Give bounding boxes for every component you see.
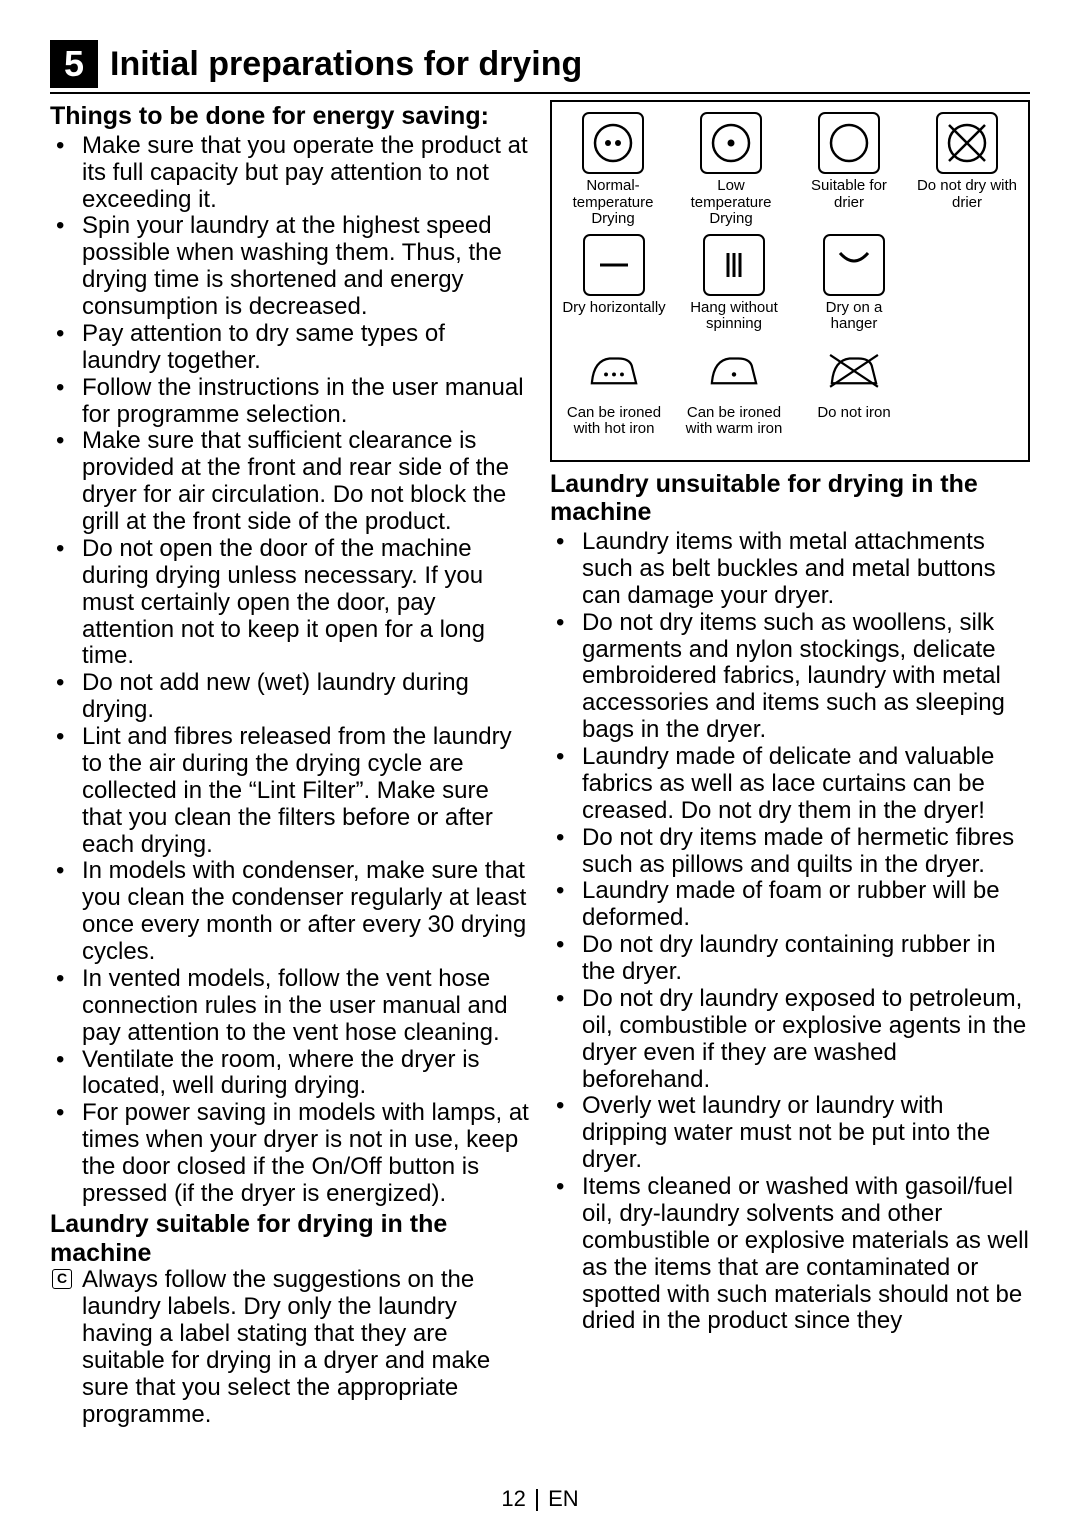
- symbol-cell: Do not dry with drier: [916, 112, 1018, 228]
- symbol-label: Normal-temperature Drying: [562, 178, 664, 228]
- symbol-cell: Can be ironed with hot iron: [562, 339, 666, 438]
- section-title: Initial preparations for drying: [110, 45, 582, 84]
- list-item: Items cleaned or washed with gasoil/fuel…: [550, 1174, 1030, 1335]
- heading-suitable: Laundry suitable for drying in the machi…: [50, 1210, 530, 1268]
- symbol-label: Hang without spinning: [682, 300, 786, 333]
- list-item: Do not open the door of the machine duri…: [50, 536, 530, 670]
- list-item: Follow the instructions in the user manu…: [50, 375, 530, 429]
- dry-on-hanger-icon: [823, 234, 885, 296]
- symbol-label: Can be ironed with hot iron: [562, 405, 666, 438]
- list-item: Lint and fibres released from the laundr…: [50, 724, 530, 858]
- symbol-label: Dry on a hanger: [802, 300, 906, 333]
- heading-energy-saving: Things to be done for energy saving:: [50, 102, 530, 131]
- symbol-label: Suitable for drier: [798, 178, 900, 211]
- suitable-drier-icon: [818, 112, 880, 174]
- list-item: Laundry made of delicate and valuable fa…: [550, 744, 1030, 825]
- list-item: Make sure that you operate the product a…: [50, 133, 530, 214]
- symbol-row: Normal-temperature Drying Low temperatur…: [562, 112, 1018, 228]
- page-lang: EN: [548, 1486, 579, 1511]
- list-item: Do not dry items made of hermetic fibres…: [550, 825, 1030, 879]
- low-temp-dry-icon: [700, 112, 762, 174]
- do-not-iron-icon: [823, 339, 885, 401]
- symbol-cell: Hang without spinning: [682, 234, 786, 333]
- list-item: Do not dry laundry exposed to petroleum,…: [550, 986, 1030, 1094]
- normal-temp-dry-icon: [582, 112, 644, 174]
- symbol-label: Low temperature Drying: [680, 178, 782, 228]
- list-item: Do not add new (wet) laundry during dryi…: [50, 670, 530, 724]
- symbol-cell: Dry on a hanger: [802, 234, 906, 333]
- symbol-row: Can be ironed with hot iron Can be irone…: [562, 339, 1018, 438]
- heading-unsuitable: Laundry unsuitable for drying in the mac…: [550, 470, 1030, 528]
- list-item: Do not dry laundry containing rubber in …: [550, 932, 1030, 986]
- footer-separator: [536, 1489, 538, 1511]
- info-note: Always follow the suggestions on the lau…: [50, 1267, 530, 1428]
- symbol-cell: Suitable for drier: [798, 112, 900, 228]
- symbol-label: Dry horizontally: [562, 300, 665, 317]
- symbol-row: Dry horizontally Hang without spinning D…: [562, 234, 1018, 333]
- list-item: Overly wet laundry or laundry with dripp…: [550, 1093, 1030, 1174]
- list-item: Do not dry items such as woollens, silk …: [550, 610, 1030, 744]
- unsuitable-list: Laundry items with metal attachments suc…: [550, 529, 1030, 1335]
- symbol-label: Do not dry with drier: [916, 178, 1018, 211]
- symbol-cell: Dry horizontally: [562, 234, 666, 333]
- list-item: Make sure that sufficient clearance is p…: [50, 428, 530, 536]
- iron-hot-icon: [583, 339, 645, 401]
- section-number: 5: [50, 40, 98, 88]
- list-item: In models with condenser, make sure that…: [50, 858, 530, 966]
- symbol-cell: Can be ironed with warm iron: [682, 339, 786, 438]
- symbol-label: Do not iron: [817, 405, 890, 422]
- iron-warm-icon: [703, 339, 765, 401]
- do-not-dry-icon: [936, 112, 998, 174]
- list-item: In vented models, follow the vent hose c…: [50, 966, 530, 1047]
- symbol-cell: Do not iron: [802, 339, 906, 438]
- content-columns: Things to be done for energy saving: Mak…: [50, 100, 1030, 1429]
- page-footer: 12 EN: [0, 1486, 1080, 1512]
- list-item: Spin your laundry at the highest speed p…: [50, 213, 530, 321]
- hang-without-spin-icon: [703, 234, 765, 296]
- energy-saving-list: Make sure that you operate the product a…: [50, 133, 530, 1208]
- left-column: Things to be done for energy saving: Mak…: [50, 100, 530, 1429]
- section-header: 5 Initial preparations for drying: [50, 40, 1030, 94]
- symbol-label: Can be ironed with warm iron: [682, 405, 786, 438]
- symbol-cell: Normal-temperature Drying: [562, 112, 664, 228]
- list-item: Pay attention to dry same types of laund…: [50, 321, 530, 375]
- right-column: Normal-temperature Drying Low temperatur…: [550, 100, 1030, 1429]
- list-item: Ventilate the room, where the dryer is l…: [50, 1047, 530, 1101]
- care-symbol-table: Normal-temperature Drying Low temperatur…: [550, 100, 1030, 462]
- list-item: Laundry items with metal attachments suc…: [550, 529, 1030, 610]
- symbol-cell: Low temperature Drying: [680, 112, 782, 228]
- list-item: For power saving in models with lamps, a…: [50, 1100, 530, 1208]
- page-number: 12: [501, 1486, 525, 1511]
- list-item: Laundry made of foam or rubber will be d…: [550, 878, 1030, 932]
- dry-horizontally-icon: [583, 234, 645, 296]
